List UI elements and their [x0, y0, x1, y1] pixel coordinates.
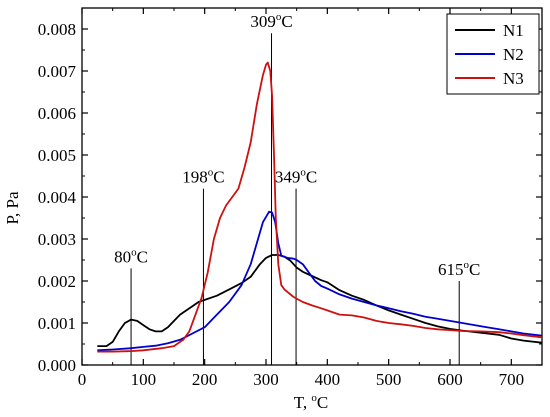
y-tick-label: 0.006: [38, 104, 76, 123]
x-tick-label: 300: [253, 370, 279, 389]
legend-label-n3: N3: [503, 69, 524, 88]
series-line-n2: [97, 210, 543, 352]
x-tick-label: 700: [499, 370, 525, 389]
axes-frame: [81, 7, 543, 366]
x-axis-label-degree: o: [311, 392, 317, 404]
x-tick-label: 0: [78, 370, 87, 389]
annotation-label: 615oC: [438, 259, 480, 279]
legend: N1 N2 N3: [446, 13, 540, 95]
x-tick-label: 100: [131, 370, 157, 389]
series-line-n3: [97, 61, 543, 353]
x-axis-label-text: T,: [294, 393, 312, 412]
y-tick-label: 0.003: [38, 230, 76, 249]
annotation-label: 198oC: [182, 167, 224, 187]
series-lines: [97, 61, 543, 353]
x-axis-label-unit: C: [317, 393, 328, 412]
plot-frame: [81, 7, 543, 366]
x-tick-label: 200: [192, 370, 218, 389]
axis-ticks: 0 100 200 300 400 500 600 700 0.000 0.001 0.002 0.0…: [38, 7, 542, 389]
y-tick-label: 0.007: [38, 62, 77, 81]
series-line-n1: [97, 254, 543, 347]
legend-label-n1: N1: [503, 21, 524, 40]
y-tick-label: 0.000: [38, 356, 76, 375]
y-tick-label: 0.005: [38, 146, 76, 165]
temperature-annotations: 80oC 198oC 309oC 349oC 615oC: [114, 11, 480, 365]
x-tick-label: 500: [376, 370, 402, 389]
annotation-label: 80oC: [114, 246, 148, 266]
x-tick-label: 600: [437, 370, 463, 389]
y-axis-label: P, Pa: [3, 191, 22, 225]
annotation-label: 309oC: [250, 11, 292, 31]
legend-label-n2: N2: [503, 45, 524, 64]
y-tick-label: 0.004: [38, 188, 77, 207]
y-tick-label: 0.001: [38, 314, 76, 333]
y-tick-label: 0.008: [38, 20, 76, 39]
annotation-label: 349oC: [275, 167, 317, 187]
x-axis-label: T, oC: [294, 392, 328, 412]
y-tick-label: 0.002: [38, 272, 76, 291]
x-tick-label: 400: [315, 370, 341, 389]
